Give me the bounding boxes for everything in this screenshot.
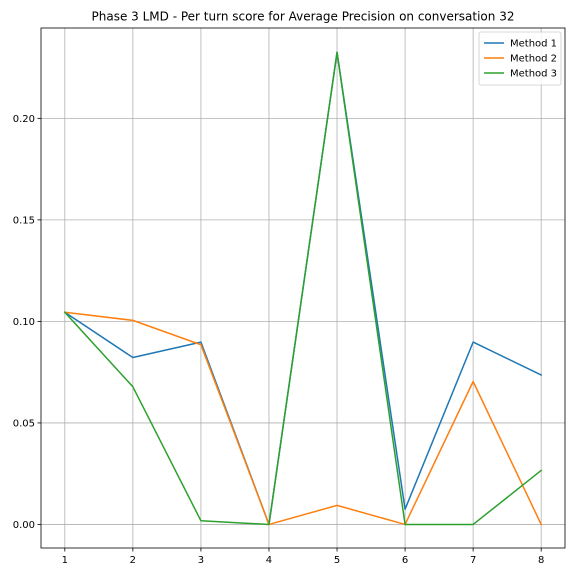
series-lines	[63, 51, 543, 526]
y-tick-label: 0.00	[13, 520, 35, 531]
series-line-method-3	[63, 51, 543, 526]
plot-area-frame	[40, 27, 566, 549]
legend-label: Method 1	[510, 39, 557, 50]
y-tick-label: 0.20	[13, 114, 35, 125]
x-tick-label: 8	[538, 555, 544, 566]
x-tick-label: 5	[334, 555, 340, 566]
legend: Method 1 Method 2 Method 3	[478, 31, 562, 86]
grid-lines	[41, 28, 565, 548]
series-line-method-2	[63, 311, 543, 526]
legend-label: Method 2	[510, 54, 557, 65]
x-tick-label: 6	[402, 555, 408, 566]
chart-title: Phase 3 LMD - Per turn score for Average…	[92, 10, 515, 24]
x-tick-label: 2	[130, 555, 136, 566]
x-tick-label: 1	[62, 555, 68, 566]
y-tick-label: 0.10	[13, 317, 35, 328]
y-tick-label: 0.15	[13, 215, 35, 226]
legend-frame	[478, 31, 562, 86]
x-tick-label: 3	[198, 555, 204, 566]
x-tick-label: 7	[470, 555, 476, 566]
axis-ticks: 1 2 3 4 5 6 7 8 0.00 0.05 0.10 0.15 0.20	[13, 114, 545, 566]
x-tick-label: 4	[266, 555, 272, 566]
legend-label: Method 3	[510, 69, 557, 80]
y-tick-label: 0.05	[13, 418, 35, 429]
